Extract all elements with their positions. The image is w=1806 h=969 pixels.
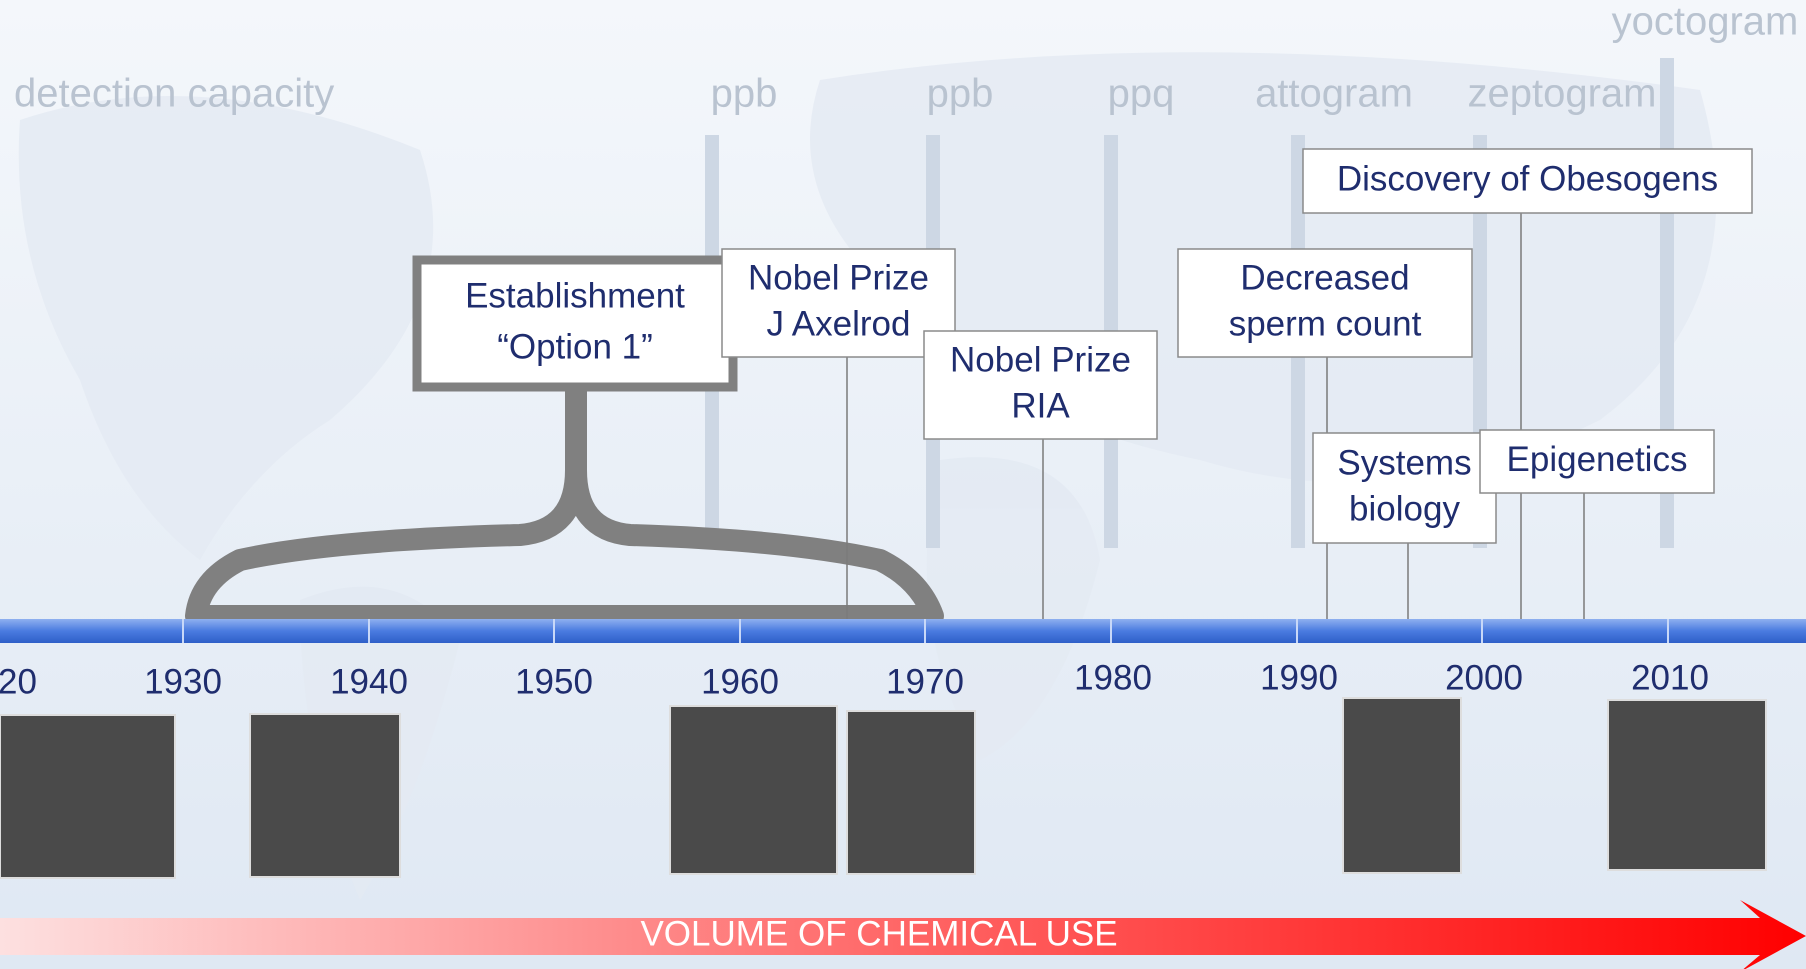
- photo: [1608, 700, 1766, 870]
- timeline-bar: [0, 619, 1806, 643]
- year-label: 2000: [1445, 658, 1523, 697]
- detection-level: ppq: [1108, 72, 1175, 116]
- year-label: 1970: [886, 662, 964, 701]
- photo: [1343, 698, 1461, 873]
- event-label: J Axelrod: [767, 304, 911, 343]
- event-label: biology: [1349, 489, 1460, 528]
- event-label: RIA: [1011, 386, 1070, 425]
- year-label: 1960: [701, 662, 779, 701]
- event-label: Decreased: [1240, 258, 1409, 297]
- event-label: Nobel Prize: [748, 258, 929, 297]
- event-label: Nobel Prize: [950, 340, 1131, 379]
- page: ppb ppb ppq attogram zeptogram yoctogram 1920 1…: [0, 0, 1806, 969]
- year-label: 1940: [330, 662, 408, 701]
- event-label: Establishment: [465, 276, 685, 315]
- event-label: Discovery of Obesogens: [1337, 159, 1718, 198]
- year-label: 2010: [1631, 658, 1709, 697]
- photo: [0, 715, 175, 878]
- detection-level: ppb: [711, 72, 778, 116]
- year-label: 1920: [0, 662, 37, 701]
- event-label: Systems: [1337, 443, 1471, 482]
- year-label: 1980: [1074, 658, 1152, 697]
- year-label: 1930: [144, 662, 222, 701]
- photo: [670, 706, 837, 874]
- detection-level: yoctogram: [1612, 0, 1799, 44]
- year-label: 1950: [515, 662, 593, 701]
- volume-label: VOLUME OF CHEMICAL USE: [640, 914, 1117, 953]
- slide: ppb ppb ppq attogram zeptogram yoctogram 1920 1…: [0, 0, 1806, 969]
- photo: [250, 714, 400, 877]
- brace-stem: [569, 385, 583, 475]
- event-label: sperm count: [1229, 304, 1422, 343]
- detection-level: attogram: [1255, 72, 1413, 116]
- detection-title: detection capacity: [14, 72, 334, 116]
- year-label: 1990: [1260, 658, 1338, 697]
- event-label: Epigenetics: [1507, 440, 1688, 479]
- event-label: “Option 1”: [497, 327, 653, 366]
- photo: [847, 711, 975, 874]
- detection-level: zeptogram: [1468, 72, 1657, 116]
- detection-level: ppb: [927, 72, 994, 116]
